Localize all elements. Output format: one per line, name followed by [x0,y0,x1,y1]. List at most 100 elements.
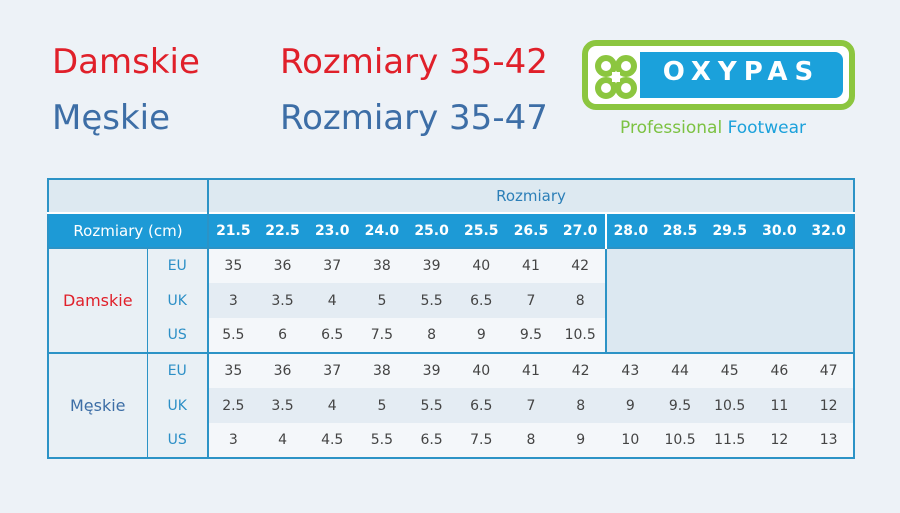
size-value-cell: 45 [704,352,755,388]
size-system-label: EU [146,247,209,283]
cm-size-cell: 23.0 [307,212,358,248]
group-label: Męskie [48,352,147,458]
cm-row-label: Rozmiary (cm) [48,212,209,248]
size-value-cell: 11.5 [704,423,755,458]
size-row: US 3 4 4.5 5.5 6.5 7.5 8 9 10 10.5 11.5 12 13 [48,423,854,458]
logo-wordmark-band: OXYPAS [640,52,843,98]
cm-size-cell: 28.0 [605,212,656,248]
size-value-cell: 4 [307,388,358,423]
size-row: US 5.5 6 6.5 7.5 8 9 9.5 10.5 [48,318,854,353]
size-value-cell: 5.5 [357,423,407,458]
size-value-cell: 10.5 [704,388,755,423]
size-value-cell: 7.5 [357,318,407,353]
size-value-cell: 4 [257,423,308,458]
size-value-cell: 3.5 [257,283,308,318]
size-value-cell: 12 [754,423,805,458]
cm-size-row: Rozmiary (cm) 21.5 22.5 23.0 24.0 25.0 25.5 26… [48,212,854,248]
size-value-cell: 9.5 [506,318,556,353]
cm-size-cell: 27.0 [555,212,607,248]
size-value-cell: 8 [506,423,556,458]
size-value-cell: 3 [208,423,258,458]
size-value-cell: 47 [804,352,854,388]
size-value-cell: 41 [506,352,556,388]
size-value-cell: 11 [754,388,805,423]
size-value-cell: 4 [307,283,358,318]
size-value-cell: 3 [208,283,258,318]
size-value-cell: 6.5 [456,388,507,423]
size-value-cell: 6.5 [406,423,457,458]
women-sizes-range: Rozmiary 35-42 [280,42,548,82]
women-label: Damskie [52,42,200,82]
group-label: Damskie [48,247,147,353]
size-value-cell: 40 [456,352,507,388]
size-value-cell: 7 [506,388,556,423]
table-title-spacer [48,179,209,213]
size-value-cell: 9 [456,318,507,353]
size-value-cell: 5 [357,283,407,318]
size-value-cell: 10 [605,423,656,458]
oxypas-logo: OXYPAS [582,40,855,110]
cm-size-cell: 25.5 [456,212,507,248]
clover-logo-icon [594,54,638,104]
size-value-cell: 42 [555,352,606,388]
size-value-cell: 5 [357,388,407,423]
size-value-cell: 10.5 [655,423,705,458]
size-value-cell: 7 [506,283,556,318]
size-value-cell: 35 [208,352,258,388]
cm-size-cell: 26.5 [506,212,556,248]
cm-size-cell: 28.5 [655,212,705,248]
size-value-cell: 36 [257,247,308,283]
size-value-cell: 6.5 [456,283,507,318]
size-row: Męskie EU 35 36 37 38 39 40 41 42 43 44 45 46 47 [48,352,854,458]
cm-size-cell: 21.5 [208,212,258,248]
size-value-cell: 9.5 [655,388,705,423]
size-value-cell: 36 [257,352,308,388]
size-row: UK 3 3.5 4 5 5.5 6.5 7 8 [48,283,854,318]
size-value-cell: 10.5 [555,318,606,353]
size-value-cell: 40 [456,247,507,283]
size-row: UK 2.5 3.5 4 5 5.5 6.5 7 8 9 9.5 10.5 11 12 [48,388,854,423]
cm-size-cell: 25.0 [406,212,457,248]
size-value-cell: 39 [406,352,457,388]
cm-size-cell: 30.0 [754,212,805,248]
size-system-label: EU [146,352,209,388]
size-value-cell: 3.5 [257,388,308,423]
size-value-cell: 41 [506,247,556,283]
tagline-footwear: Footwear [727,118,806,138]
size-value-cell: 8 [555,283,606,318]
size-value-cell: 5.5 [406,388,457,423]
size-value-cell: 46 [754,352,805,388]
size-system-label: US [146,318,209,353]
size-value-cell: 9 [555,423,606,458]
size-value-cell: 9 [605,388,656,423]
cm-size-cell: 29.5 [704,212,755,248]
size-value-cell: 6 [257,318,308,353]
table-title-row: Rozmiary [48,179,854,213]
size-value-cell: 5.5 [406,283,457,318]
cm-size-cell: 24.0 [357,212,407,248]
size-value-cell: 44 [655,352,705,388]
size-value-cell: 5.5 [208,318,258,353]
size-value-cell: 37 [307,352,358,388]
size-value-cell: 43 [605,352,656,388]
size-value-cell: 6.5 [307,318,358,353]
size-value-cell: 38 [357,247,407,283]
size-system-label: UK [146,283,209,318]
empty-size-block [604,247,854,353]
size-value-cell: 12 [804,388,854,423]
logo-brand-text: OXYPAS [662,57,821,87]
size-row: Damskie EU 3 5 36 37 38 39 40 41 42 [48,247,854,353]
size-value-cell: 39 [406,247,457,283]
men-label: Męskie [52,98,171,138]
size-value-cell: 42 [555,247,606,283]
size-chart-body: Rozmiary Rozmiary (cm) 21.5 22.5 23.0 24.0 2… [48,179,854,458]
tagline-professional: Professional [620,118,723,138]
logo-tagline: Professional Footwear [620,118,806,138]
size-system-label: US [146,423,209,458]
men-sizes-range: Rozmiary 35-47 [280,98,548,138]
size-value-cell: 13 [804,423,854,458]
table-title: Rozmiary [208,179,854,213]
size-value-cell: 8 [555,388,606,423]
size-value-cell: 37 [307,247,358,283]
size-chart-table: Rozmiary Rozmiary (cm) 21.5 22.5 23.0 24.0 2… [47,178,855,459]
